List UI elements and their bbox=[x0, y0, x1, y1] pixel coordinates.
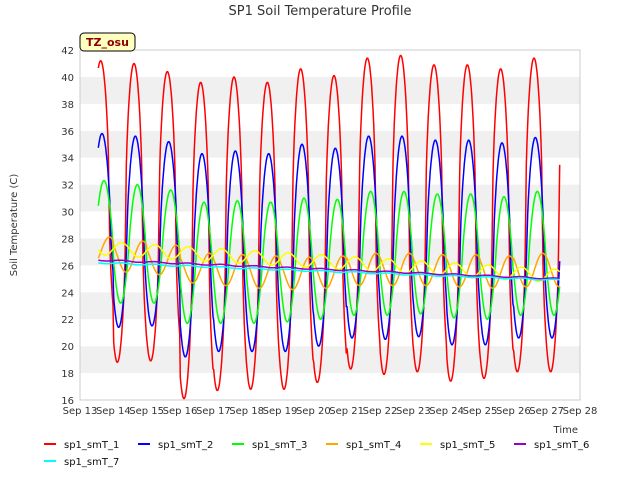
data-series bbox=[97, 54, 561, 400]
series-line-sp1_smT_3 bbox=[97, 179, 561, 324]
x-tick-label: Sep 21 bbox=[329, 406, 364, 417]
grid-band bbox=[80, 346, 580, 374]
grid-band bbox=[80, 373, 580, 400]
tz-badge-label: TZ_osu bbox=[86, 36, 129, 49]
x-tick-label: Sep 28 bbox=[563, 406, 598, 417]
grid-band bbox=[80, 292, 580, 320]
legend-label: sp1_smT_3 bbox=[252, 440, 307, 451]
y-tick-label: 40 bbox=[61, 73, 74, 84]
x-axis-label: Time bbox=[553, 425, 578, 436]
x-tick-label: Sep 25 bbox=[463, 406, 498, 417]
y-tick-label: 38 bbox=[61, 100, 74, 111]
x-tick-label: Sep 26 bbox=[496, 406, 531, 417]
x-tick-label: Sep 27 bbox=[529, 406, 564, 417]
y-tick-label: 28 bbox=[61, 234, 74, 245]
y-tick-label: 22 bbox=[61, 315, 74, 326]
y-tick-label: 26 bbox=[61, 261, 74, 272]
x-tick-label: Sep 13 bbox=[63, 406, 98, 417]
series-line-sp1_smT_5 bbox=[97, 241, 561, 283]
tz-badge: TZ_osu bbox=[79, 32, 136, 52]
y-axis-label: Soil Temperature (C) bbox=[9, 174, 20, 277]
y-tick-label: 18 bbox=[61, 369, 74, 380]
y-tick-label: 36 bbox=[61, 127, 74, 138]
x-tick-label: Sep 14 bbox=[96, 406, 131, 417]
y-tick-label: 32 bbox=[61, 181, 74, 192]
x-tick-label: Sep 19 bbox=[263, 406, 298, 417]
x-tick-label: Sep 22 bbox=[363, 406, 398, 417]
grid-band bbox=[80, 130, 580, 158]
grid-band bbox=[80, 211, 580, 239]
legend-label: sp1_smT_6 bbox=[534, 440, 589, 451]
x-tick-label: Sep 17 bbox=[196, 406, 231, 417]
y-tick-label: 30 bbox=[61, 208, 74, 219]
x-tick-label: Sep 23 bbox=[396, 406, 431, 417]
legend-label: sp1_smT_2 bbox=[158, 440, 213, 451]
series-line-sp1_smT_6 bbox=[98, 259, 560, 280]
legend-label: sp1_smT_4 bbox=[346, 440, 401, 451]
legend-label: sp1_smT_7 bbox=[64, 457, 119, 468]
x-tick-label: Sep 16 bbox=[163, 406, 198, 417]
x-tick-label: Sep 18 bbox=[229, 406, 264, 417]
y-tick-label: 24 bbox=[61, 288, 74, 299]
y-tick-label: 20 bbox=[61, 342, 74, 353]
y-tick-label: 34 bbox=[61, 154, 74, 165]
y-tick-label: 42 bbox=[61, 46, 74, 57]
legend: sp1_smT_1 sp1_smT_2 sp1_smT_3 sp1_smT_4 sp1_… bbox=[44, 440, 589, 468]
plot-frame bbox=[79, 49, 581, 401]
x-tick-label: Sep 24 bbox=[429, 406, 464, 417]
legend-label: sp1_smT_1 bbox=[64, 440, 119, 451]
chart-title: SP1 Soil Temperature Profile bbox=[229, 4, 412, 19]
x-tick-label: Sep 15 bbox=[129, 406, 164, 417]
y-tick-label: 16 bbox=[61, 396, 74, 407]
grid-band bbox=[80, 50, 580, 77]
legend-label: sp1_smT_5 bbox=[440, 440, 495, 451]
series-line-sp1_smT_7 bbox=[98, 262, 560, 281]
x-tick-label: Sep 20 bbox=[296, 406, 331, 417]
grid-band bbox=[80, 319, 580, 347]
series-line-sp1_smT_2 bbox=[97, 132, 561, 358]
